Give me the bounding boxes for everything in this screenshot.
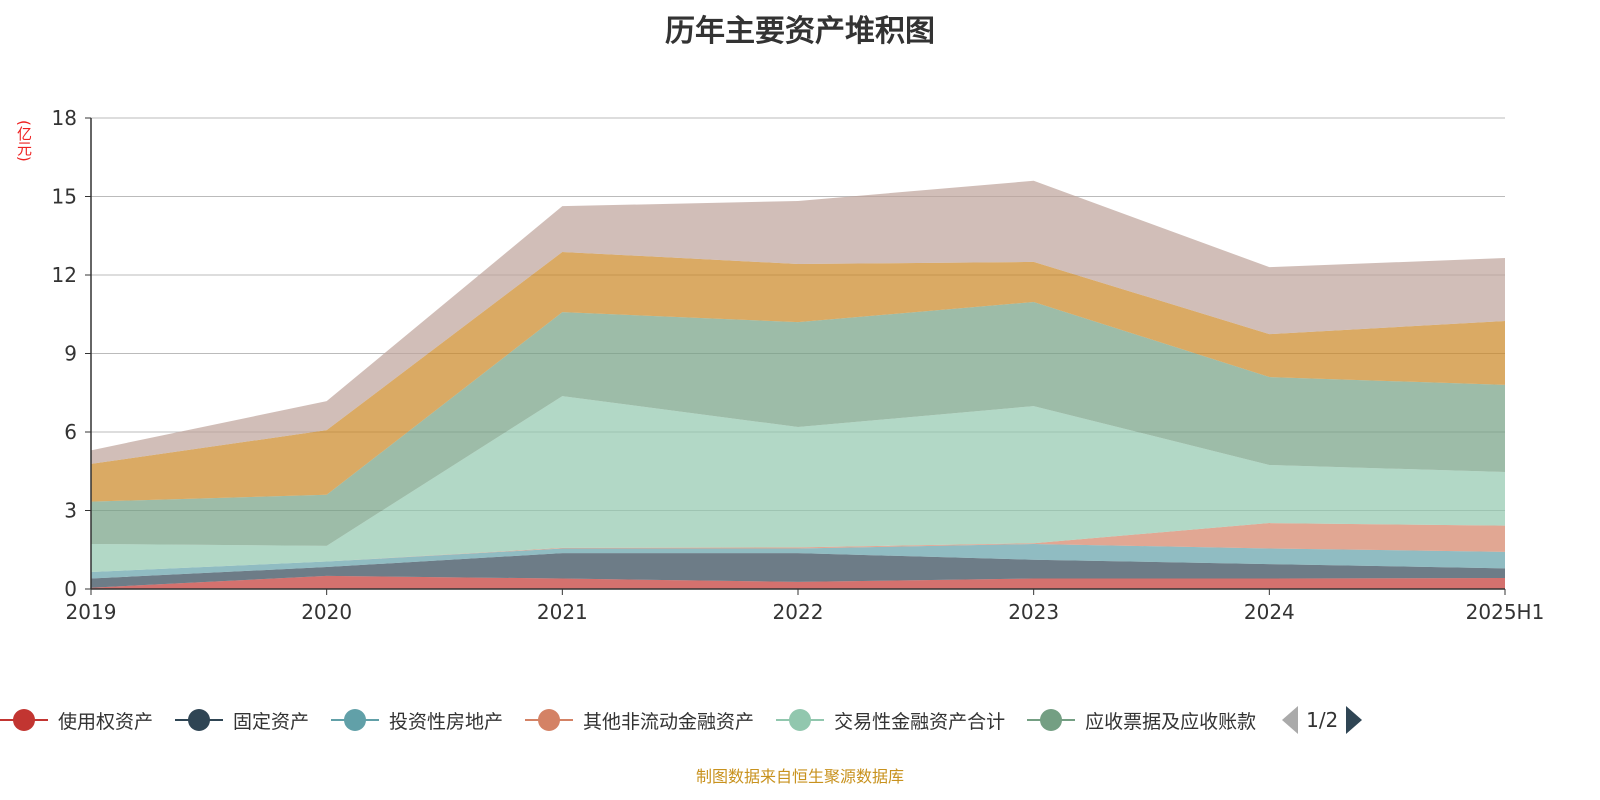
y-tick-label: 0 — [64, 577, 77, 601]
x-tick-label: 2025H1 — [1466, 600, 1545, 624]
area-series-2 — [91, 553, 1505, 588]
x-tick-label: 2020 — [301, 600, 352, 624]
legend-marker-icon — [175, 708, 224, 732]
legend-item[interactable]: 固定资产 — [175, 707, 309, 734]
area-series-3 — [91, 543, 1505, 579]
y-tick-label: 12 — [52, 263, 77, 287]
legend-label: 其他非流动金融资产 — [583, 710, 755, 733]
legend-item[interactable]: 应收票据及应收账款 — [1027, 707, 1256, 734]
x-tick-label: 2019 — [66, 600, 117, 624]
legend-marker-icon — [0, 708, 48, 732]
x-tick-label: 2023 — [1008, 600, 1059, 624]
area-series-6 — [91, 301, 1505, 546]
prev-page-icon[interactable] — [1282, 706, 1299, 734]
x-tick-label: 2024 — [1244, 600, 1295, 624]
area-series-8 — [91, 180, 1505, 464]
legend-label: 投资性房地产 — [389, 710, 504, 733]
legend-label: 使用权资产 — [58, 710, 154, 733]
y-tick-label: 15 — [52, 185, 77, 209]
legend-item[interactable]: 交易性金融资产合计 — [776, 707, 1005, 734]
legend-marker-icon — [1027, 708, 1076, 732]
legend-label: 交易性金融资产合计 — [834, 710, 1006, 733]
legend-label: 固定资产 — [233, 710, 310, 733]
legend-page-indicator: 1/2 — [1306, 708, 1339, 732]
x-tick-label: 2021 — [537, 600, 588, 624]
chart-title: 历年主要资产堆积图 — [665, 14, 935, 49]
next-page-icon[interactable] — [1346, 706, 1363, 734]
area-series-7 — [91, 251, 1505, 502]
y-tick-label: 9 — [64, 342, 77, 366]
y-tick-label: 18 — [52, 106, 77, 130]
legend-marker-icon — [776, 708, 825, 732]
legend-marker-icon — [331, 708, 380, 732]
area-series-4 — [91, 523, 1505, 572]
y-tick-label: 3 — [64, 499, 77, 523]
source-note: 制图数据来自恒生聚源数据库 — [695, 767, 904, 786]
x-tick-label: 2022 — [773, 600, 824, 624]
area-series-5 — [91, 396, 1505, 572]
legend-pager: 1/2 — [1282, 706, 1363, 734]
legend-label: 应收票据及应收账款 — [1085, 710, 1257, 733]
legend-item[interactable]: 使用权资产 — [0, 707, 153, 734]
y-axis-unit: (亿元) — [15, 120, 33, 162]
area-series-1 — [91, 575, 1505, 589]
legend: 使用权资产 固定资产 投资性房地产 其他非流动金融资产 交易性金融资产合计 应收票据及应收… — [0, 704, 1363, 736]
legend-item[interactable]: 其他非流动金融资产 — [525, 707, 754, 734]
y-tick-label: 6 — [64, 420, 77, 444]
legend-item[interactable]: 投资性房地产 — [331, 707, 503, 734]
legend-marker-icon — [525, 708, 574, 732]
